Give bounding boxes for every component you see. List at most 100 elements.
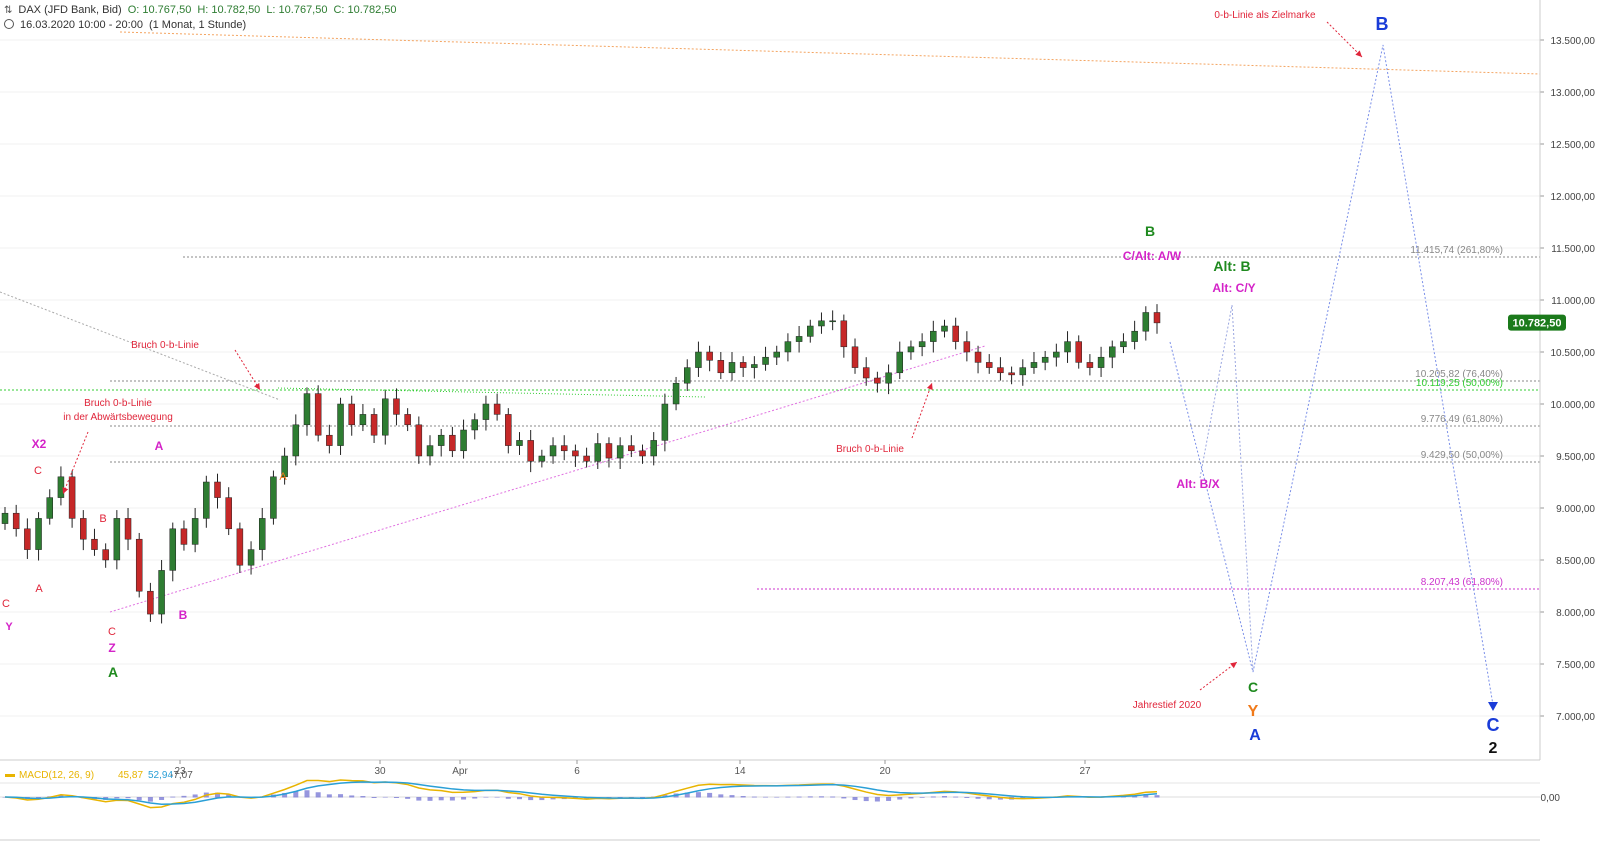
candles[interactable] (1, 304, 1161, 624)
macd-histogram-bar (315, 792, 321, 798)
wave-label: C (2, 598, 10, 610)
macd-histogram-bar (964, 797, 970, 798)
wave-label: Alt: C/Y (1212, 281, 1255, 295)
candle-body (80, 518, 87, 540)
candle-body (930, 330, 937, 342)
x-tick-label: 23 (174, 766, 186, 777)
candle-body (851, 346, 859, 368)
macd-histogram-bar (494, 796, 500, 798)
header-line-1: ⇅ DAX (JFD Bank, Bid) O: 10.767,50 H: 10.78… (4, 4, 402, 16)
candle-body (426, 445, 434, 457)
candle-body (404, 414, 411, 426)
candle-body (538, 455, 546, 462)
y-tick-label: 11.000,00 (1551, 296, 1595, 307)
candle-body (225, 497, 232, 530)
macd-histogram-bar (36, 797, 42, 799)
projection-paths (62, 21, 1498, 711)
macd-histogram-bar (785, 796, 791, 798)
wave-label: C (108, 626, 116, 638)
candle-body (773, 351, 780, 358)
y-tick-label: 10.500,00 (1551, 348, 1596, 359)
candle-body (684, 367, 691, 384)
macd-histogram-bar (986, 797, 992, 800)
candle-body (560, 445, 568, 452)
candle-body (124, 518, 132, 540)
macd-histogram-bar (114, 797, 120, 799)
macd-histogram-bar (282, 792, 288, 798)
candle-body (57, 476, 65, 498)
candle-body (505, 414, 512, 446)
annotation-arrow-head (1355, 50, 1362, 57)
macd-histogram-bar (371, 797, 377, 799)
candle-body (258, 518, 266, 550)
macd-histogram-bar (181, 795, 187, 798)
y-tick-label: 8.500,00 (1556, 556, 1595, 567)
candle-body (661, 403, 669, 441)
candle-body (1131, 330, 1138, 342)
candle-body (1064, 341, 1071, 353)
candle-body (527, 440, 534, 462)
candle-body (605, 443, 613, 459)
macd-histogram-bar (293, 791, 299, 798)
wave-label: C (1248, 679, 1258, 695)
instrument-label: DAX (JFD Bank, Bid) (18, 4, 122, 16)
macd-histogram-bar (684, 792, 690, 798)
wave-label: C (34, 465, 42, 477)
candle-body (482, 403, 490, 420)
macd-value-1: 45,87 (118, 770, 143, 781)
wave-label: A (35, 583, 43, 595)
candle-body (572, 450, 579, 457)
candle-body (795, 336, 803, 342)
y-tick-label: 13.500,00 (1551, 36, 1596, 47)
wave-label: B (1376, 14, 1389, 34)
wave-label: Bruch 0-b-Linie (131, 340, 199, 351)
macd-histogram-bar (774, 796, 780, 798)
candle-body (1030, 362, 1038, 368)
wave-label: B (1145, 223, 1155, 239)
price-tag-label: 10.782,50 (1513, 318, 1562, 330)
candle-body (963, 341, 971, 353)
macd-histogram-bar (136, 797, 142, 801)
macd-histogram-bar (740, 796, 746, 798)
macd-histogram-bar (393, 797, 399, 798)
open-value: O: 10.767,50 (127, 4, 192, 16)
candle-body (1153, 312, 1161, 324)
candle-body (818, 320, 825, 327)
macd-histogram-bar (930, 796, 936, 798)
macd-histogram-bar (528, 797, 534, 801)
fib-level-label: 10.205,82 (76,40%) (1415, 369, 1503, 380)
candle-body (862, 367, 870, 379)
high-value: H: 10.782,50 (197, 4, 261, 16)
candle-body (1008, 372, 1015, 376)
candle-body (247, 549, 255, 566)
macd-histogram-bar (807, 796, 813, 798)
candle-body (203, 481, 210, 519)
candle-body (717, 360, 725, 374)
annotation-arrow-line (911, 382, 933, 439)
candle-body (840, 320, 848, 348)
trend-line-support (109, 345, 986, 613)
low-value: L: 10.767,50 (266, 4, 328, 16)
candle-body (393, 398, 400, 415)
macd-histogram-bar (58, 794, 64, 798)
header-line-2: 16.03.2020 10:00 - 20:00 (1 Monat, 1 Stun… (4, 18, 252, 31)
wave-label: Alt: B/X (1176, 477, 1219, 491)
macd-histogram-bar (516, 797, 522, 800)
macd-signal-line (4, 781, 1158, 805)
candle-body (784, 341, 792, 353)
wave-label: A (1249, 727, 1261, 744)
candle-body (706, 351, 713, 361)
candle-body (549, 445, 557, 457)
wave-label: A (279, 471, 287, 483)
y-tick-label: 12.000,00 (1551, 192, 1596, 203)
wave-labels: Bruch 0-b-Linie in der Abwärtsbewegung Bru… (2, 10, 1499, 757)
candle-body (1097, 356, 1105, 368)
trend-lines (0, 31, 1541, 613)
candle-body (1142, 312, 1150, 332)
candle-body (762, 356, 769, 365)
macd-histogram-bar (997, 797, 1003, 800)
candle-body (695, 351, 702, 368)
y-tick-label: 11.500,00 (1551, 244, 1595, 255)
